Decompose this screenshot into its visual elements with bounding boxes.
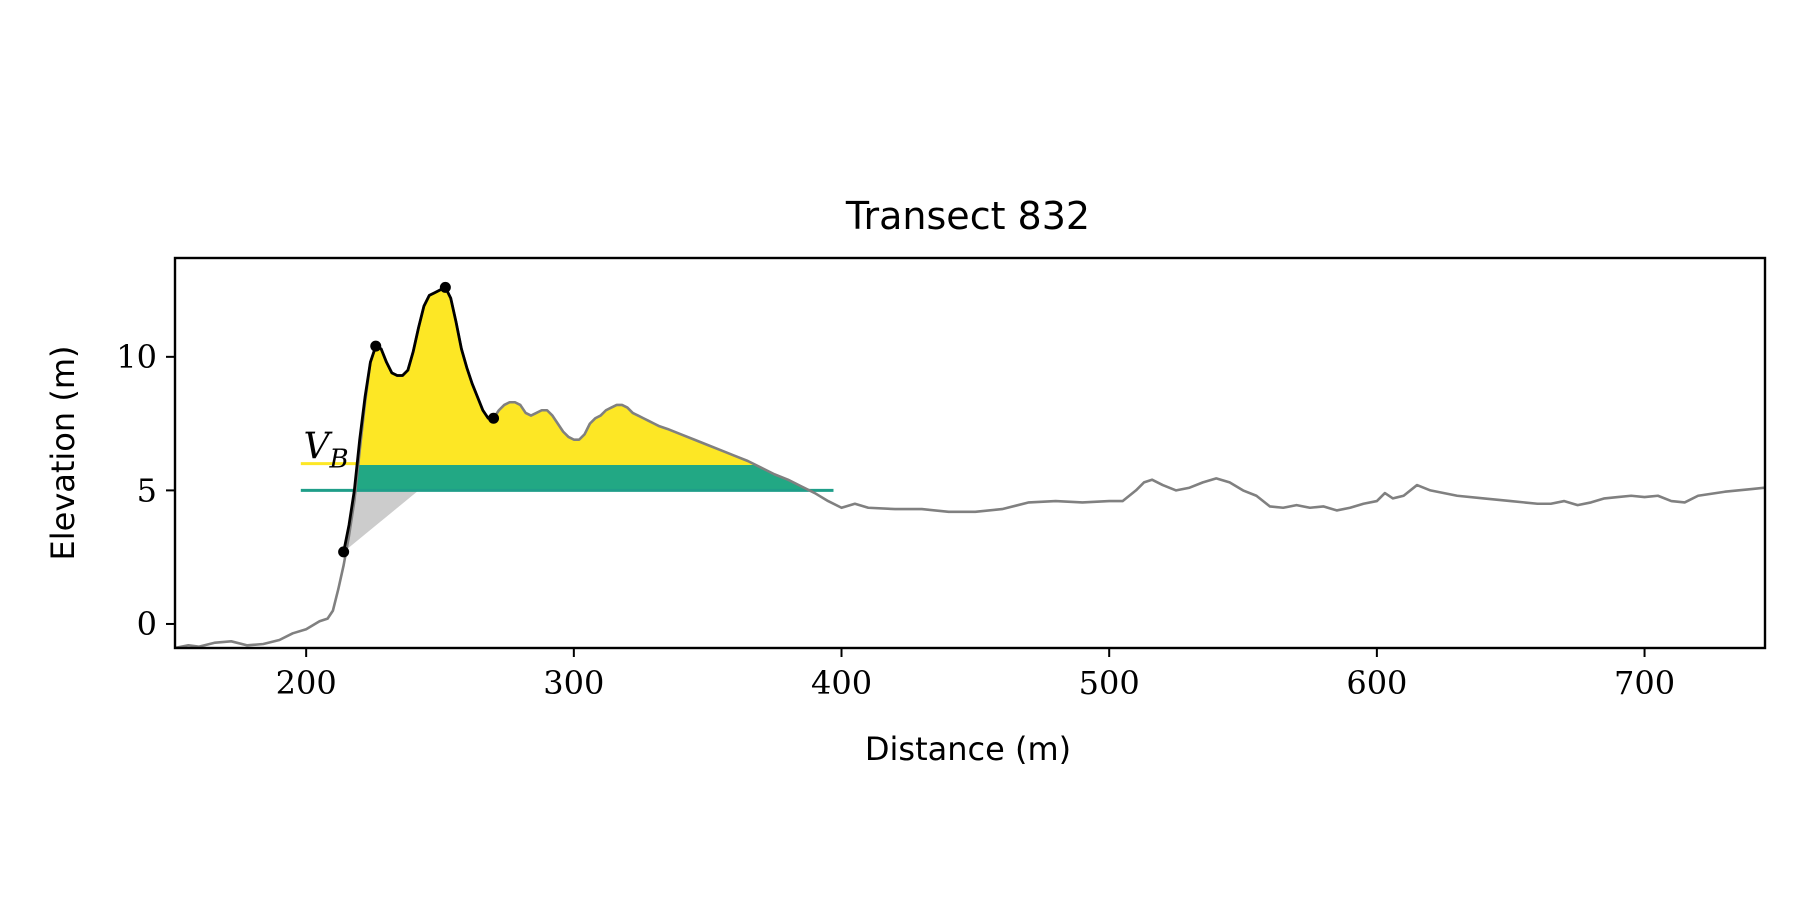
marker-point-0: [338, 546, 350, 558]
annotation-main: V: [303, 426, 333, 467]
fill-layer: [343, 287, 834, 552]
x-axis: 200 300 400 500 600 700: [276, 648, 1675, 702]
lower-volume-fill: [343, 490, 419, 552]
marker-point-3: [488, 412, 500, 424]
y-tick-label-5: 5: [137, 471, 157, 509]
y-tick-label-10: 10: [116, 338, 157, 376]
annotation-subscript: B: [328, 444, 348, 474]
band-volume-fill: [343, 465, 834, 491]
x-tick-label-600: 600: [1346, 664, 1407, 702]
chart-title: Transect 832: [845, 194, 1090, 238]
marker-point-2: [439, 281, 451, 293]
upper-volume-fill: [343, 287, 834, 466]
y-tick-label-0: 0: [137, 605, 157, 643]
dune-profile-line: [342, 285, 494, 553]
x-tick-label-700: 700: [1614, 664, 1675, 702]
x-tick-label-500: 500: [1079, 664, 1140, 702]
line-layer: [175, 285, 1765, 648]
x-tick-label-300: 300: [543, 664, 604, 702]
plot-frame: [173, 256, 1767, 650]
marker-layer: [338, 281, 500, 558]
plot-area: VB: [173, 256, 1767, 650]
x-tick-label-200: 200: [276, 664, 337, 702]
x-axis-label: Distance (m): [865, 730, 1071, 768]
marker-point-1: [370, 340, 382, 352]
y-axis: 0 5 10: [116, 338, 175, 643]
x-tick-label-400: 400: [811, 664, 872, 702]
volume-annotation: VB: [303, 426, 348, 474]
y-axis-label: Elevation (m): [44, 346, 82, 561]
annotation-layer: VB: [303, 426, 348, 474]
